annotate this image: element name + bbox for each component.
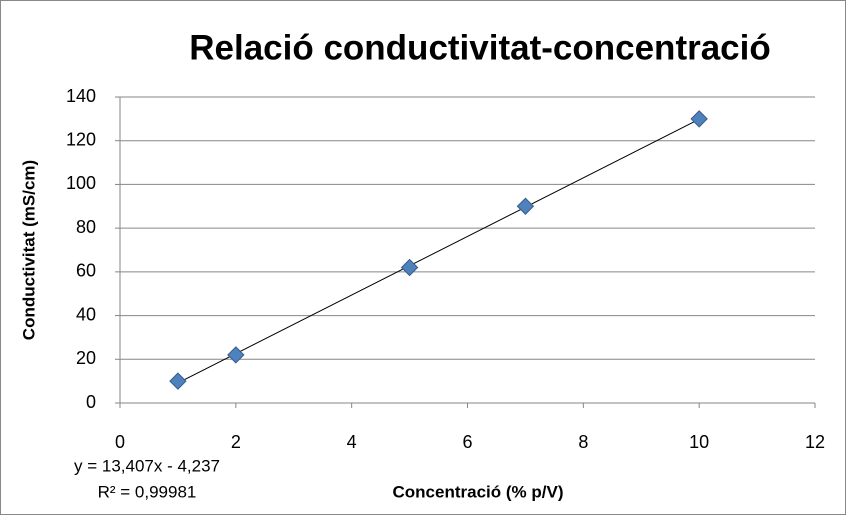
x-tick-label: 2	[231, 432, 241, 452]
x-tick-label: 8	[578, 432, 588, 452]
x-tick-label: 12	[805, 432, 825, 452]
marker	[400, 258, 419, 277]
trendline	[177, 118, 700, 384]
y-tick-label: 140	[66, 86, 96, 106]
y-tick-label: 80	[76, 217, 96, 237]
marker	[227, 346, 245, 364]
chart-title: Relació conductivitat-concentració	[189, 28, 771, 67]
marker	[690, 110, 708, 128]
y-tick-label: 40	[76, 304, 96, 324]
y-tick-label: 20	[76, 348, 96, 368]
trendline-r2: R² = 0,99981	[98, 482, 197, 501]
y-tick-label: 0	[86, 392, 96, 412]
marker	[169, 372, 187, 390]
y-tick-label: 60	[76, 261, 96, 281]
y-tick-label: 120	[66, 129, 96, 149]
x-tick-label: 10	[689, 432, 709, 452]
x-axis-title: Concentració (% p/V)	[393, 482, 564, 501]
x-tick-label: 6	[462, 432, 472, 452]
marker	[516, 197, 535, 215]
x-tick-label: 4	[347, 432, 357, 452]
y-tick-label: 100	[66, 173, 96, 193]
trendline-equation: y = 13,407x - 4,237	[74, 456, 220, 475]
x-tick-label: 0	[115, 432, 125, 452]
y-axis-title: Conductivitat (mS/cm)	[19, 160, 38, 340]
